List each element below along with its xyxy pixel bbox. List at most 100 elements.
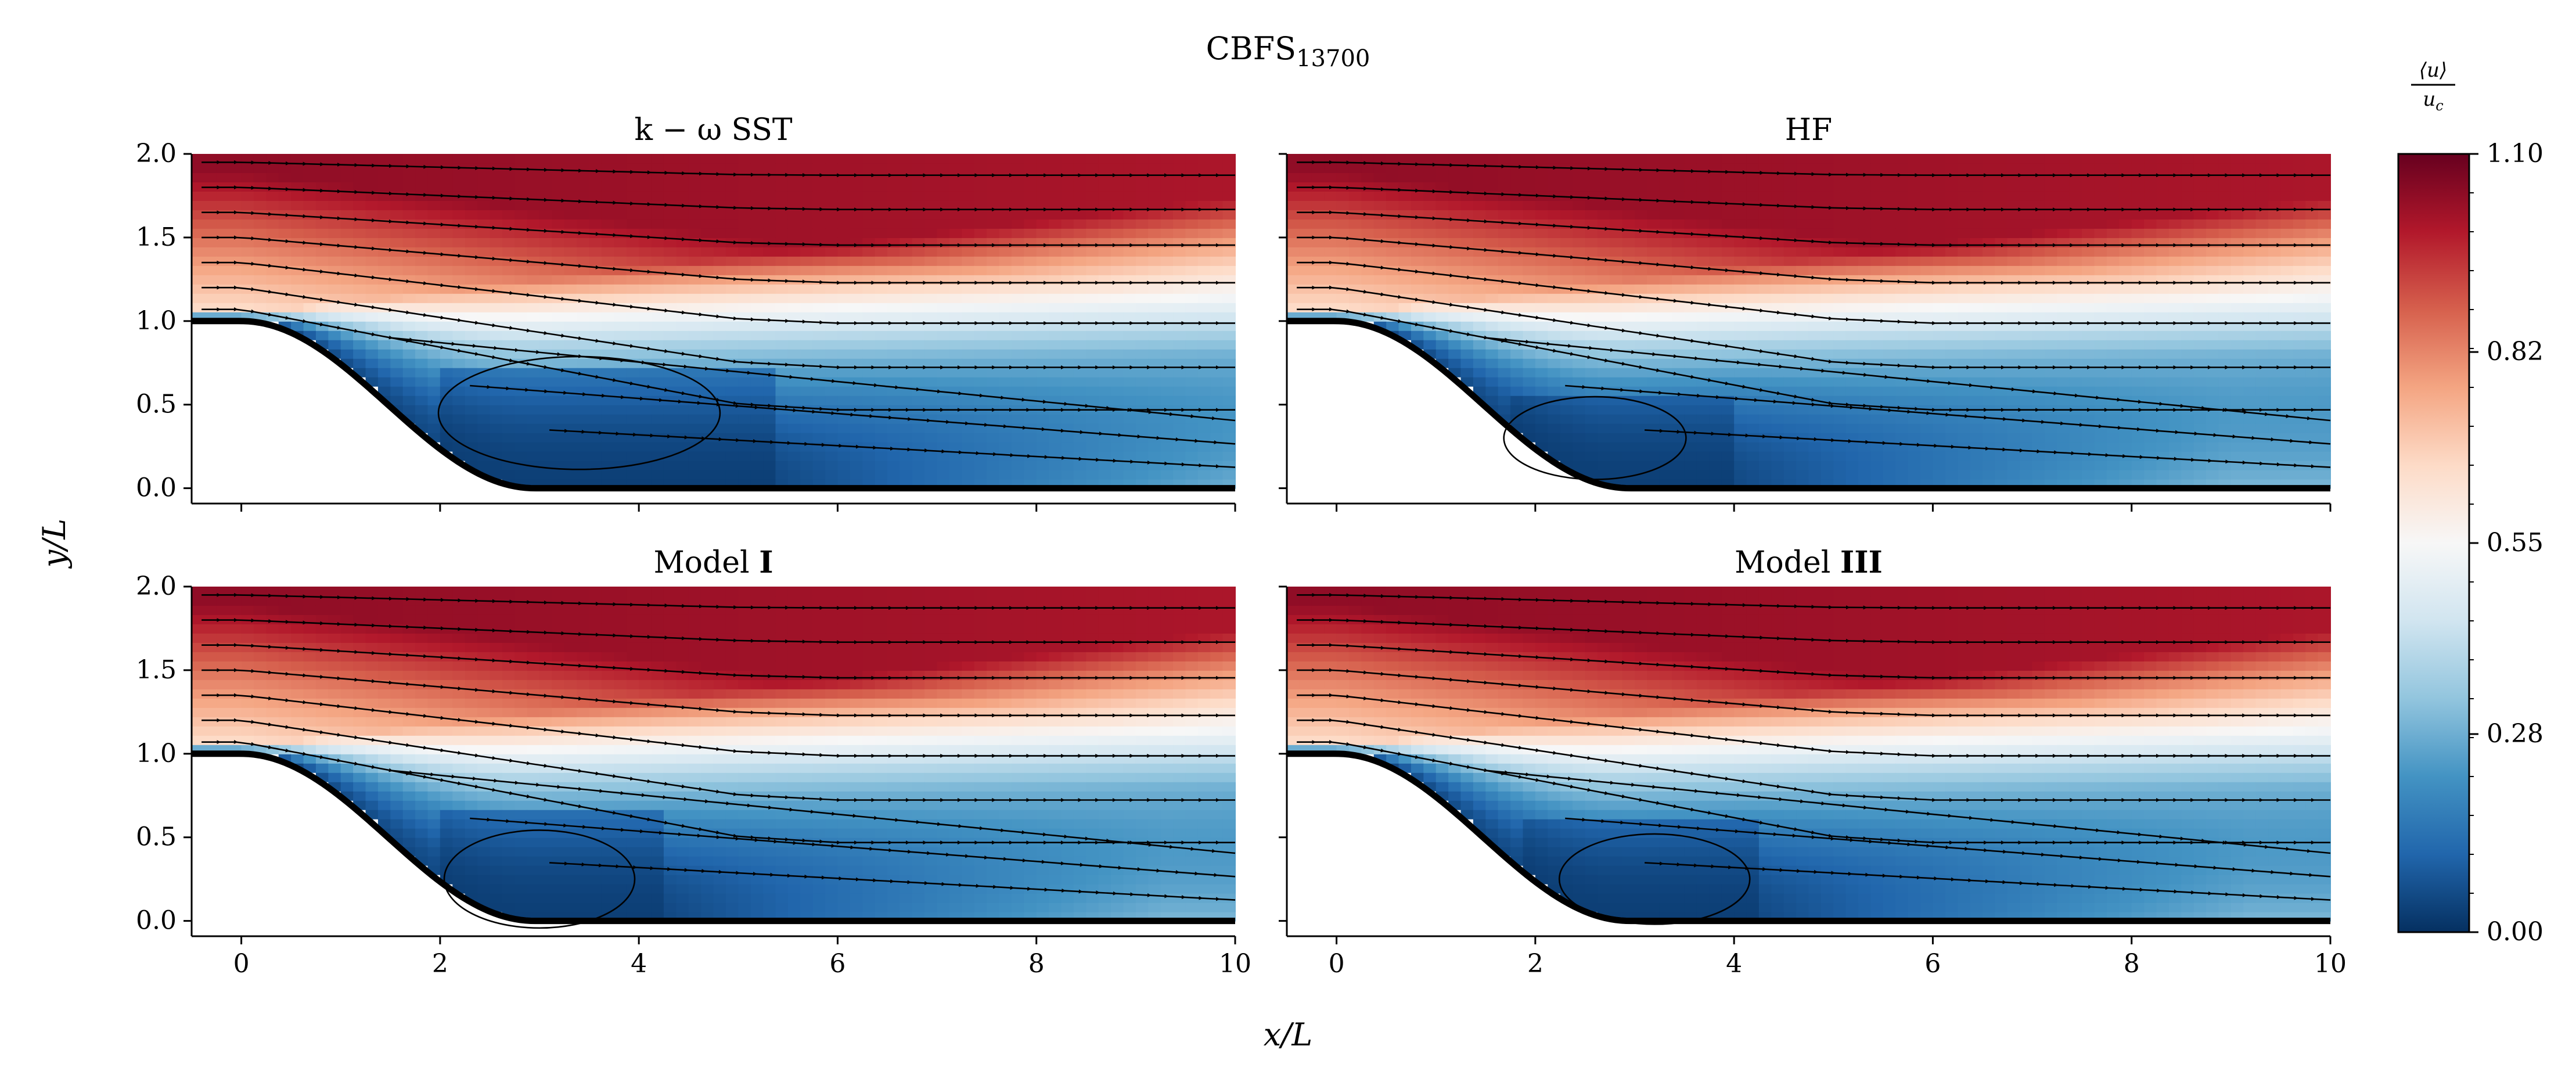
- contour-cell: [900, 395, 913, 405]
- contour-cell: [887, 339, 901, 350]
- contour-cell: [688, 441, 702, 452]
- contour-cell: [2094, 386, 2107, 396]
- contour-cell: [639, 274, 652, 285]
- contour-cell: [738, 302, 751, 312]
- contour-cell: [515, 367, 528, 378]
- contour-cell: [1485, 358, 1499, 368]
- contour-cell: [1821, 228, 1834, 238]
- contour-cell: [1311, 218, 1325, 229]
- contour-cell: [1573, 209, 1586, 220]
- contour-cell: [900, 330, 913, 340]
- contour-cell: [1498, 218, 1512, 229]
- contour-cell: [738, 348, 751, 359]
- contour-cell: [2020, 200, 2033, 210]
- contour-cell: [614, 469, 627, 480]
- contour-cell: [1833, 265, 1847, 275]
- contour-cell: [962, 302, 975, 312]
- contour-cell: [1622, 414, 1635, 424]
- contour-cell: [1870, 237, 1884, 247]
- contour-cell: [875, 228, 888, 238]
- contour-cell: [539, 311, 553, 322]
- contour-cell: [701, 414, 714, 424]
- contour-cell: [564, 469, 578, 480]
- contour-cell: [2057, 218, 2070, 229]
- contour-cell: [1883, 163, 1897, 173]
- contour-cell: [862, 218, 876, 229]
- contour-cell: [1647, 274, 1660, 285]
- contour-cell: [377, 358, 391, 368]
- contour-cell: [924, 190, 938, 201]
- contour-cell: [987, 283, 1000, 294]
- contour-cell: [552, 423, 565, 433]
- contour-cell: [1111, 181, 1124, 192]
- contour-cell: [639, 423, 652, 433]
- contour-cell: [1858, 163, 1872, 173]
- contour-cell: [1659, 348, 1673, 359]
- contour-cell: [1011, 293, 1025, 303]
- contour-cell: [676, 228, 689, 238]
- contour-cell: [440, 432, 454, 443]
- contour-cell: [1011, 414, 1025, 424]
- contour-cell: [1299, 190, 1312, 201]
- contour-cell: [1845, 154, 1859, 164]
- contour-cell: [1659, 451, 1673, 461]
- contour-cell: [987, 302, 1000, 312]
- contour-cell: [1734, 181, 1747, 192]
- contour-cell: [1210, 265, 1224, 275]
- contour-cell: [1771, 209, 1785, 220]
- contour-cell: [1548, 293, 1561, 303]
- contour-cell: [626, 246, 640, 257]
- contour-cell: [962, 348, 975, 359]
- contour-cell: [1448, 358, 1462, 368]
- contour-cell: [2057, 441, 2070, 452]
- contour-cell: [1024, 293, 1037, 303]
- contour-cell: [1535, 423, 1549, 433]
- contour-cell: [750, 181, 764, 192]
- contour-cell: [1883, 386, 1897, 396]
- contour-cell: [2106, 339, 2120, 350]
- contour-cell: [1610, 339, 1623, 350]
- contour-cell: [688, 302, 702, 312]
- contour-cell: [2106, 246, 2120, 257]
- contour-cell: [1535, 348, 1549, 359]
- contour-cell: [1311, 283, 1325, 294]
- contour-cell: [1796, 218, 1809, 229]
- contour-cell: [1983, 451, 1996, 461]
- contour-cell: [987, 339, 1000, 350]
- contour-cell: [1173, 283, 1186, 294]
- contour-cell: [253, 200, 267, 210]
- contour-cell: [1197, 200, 1211, 210]
- contour-cell: [1222, 311, 1236, 322]
- contour-cell: [701, 228, 714, 238]
- contour-cell: [1858, 460, 1872, 470]
- contour-cell: [216, 302, 230, 312]
- contour-cell: [787, 460, 801, 470]
- contour-cell: [601, 209, 615, 220]
- contour-cell: [1036, 283, 1050, 294]
- contour-cell: [515, 395, 528, 405]
- contour-cell: [2069, 190, 2083, 201]
- contour-cell: [1073, 386, 1087, 396]
- contour-cell: [2106, 311, 2120, 322]
- contour-cell: [1311, 228, 1325, 238]
- contour-cell: [1336, 293, 1350, 303]
- contour-cell: [2119, 209, 2132, 220]
- contour-cell: [2069, 367, 2083, 378]
- contour-cell: [1908, 293, 1922, 303]
- contour-cell: [1908, 163, 1922, 173]
- contour-cell: [1734, 348, 1747, 359]
- contour-cell: [1895, 265, 1909, 275]
- contour-cell: [937, 441, 950, 452]
- contour-cell: [216, 237, 230, 247]
- contour-cell: [2057, 265, 2070, 275]
- contour-cell: [999, 348, 1012, 359]
- contour-cell: [1523, 154, 1536, 164]
- contour-cell: [241, 274, 254, 285]
- contour-cell: [2082, 451, 2095, 461]
- contour-cell: [999, 246, 1012, 257]
- contour-cell: [1895, 311, 1909, 322]
- contour-cell: [825, 190, 839, 201]
- contour-cell: [812, 348, 826, 359]
- contour-cell: [887, 348, 901, 359]
- contour-cell: [1523, 367, 1536, 378]
